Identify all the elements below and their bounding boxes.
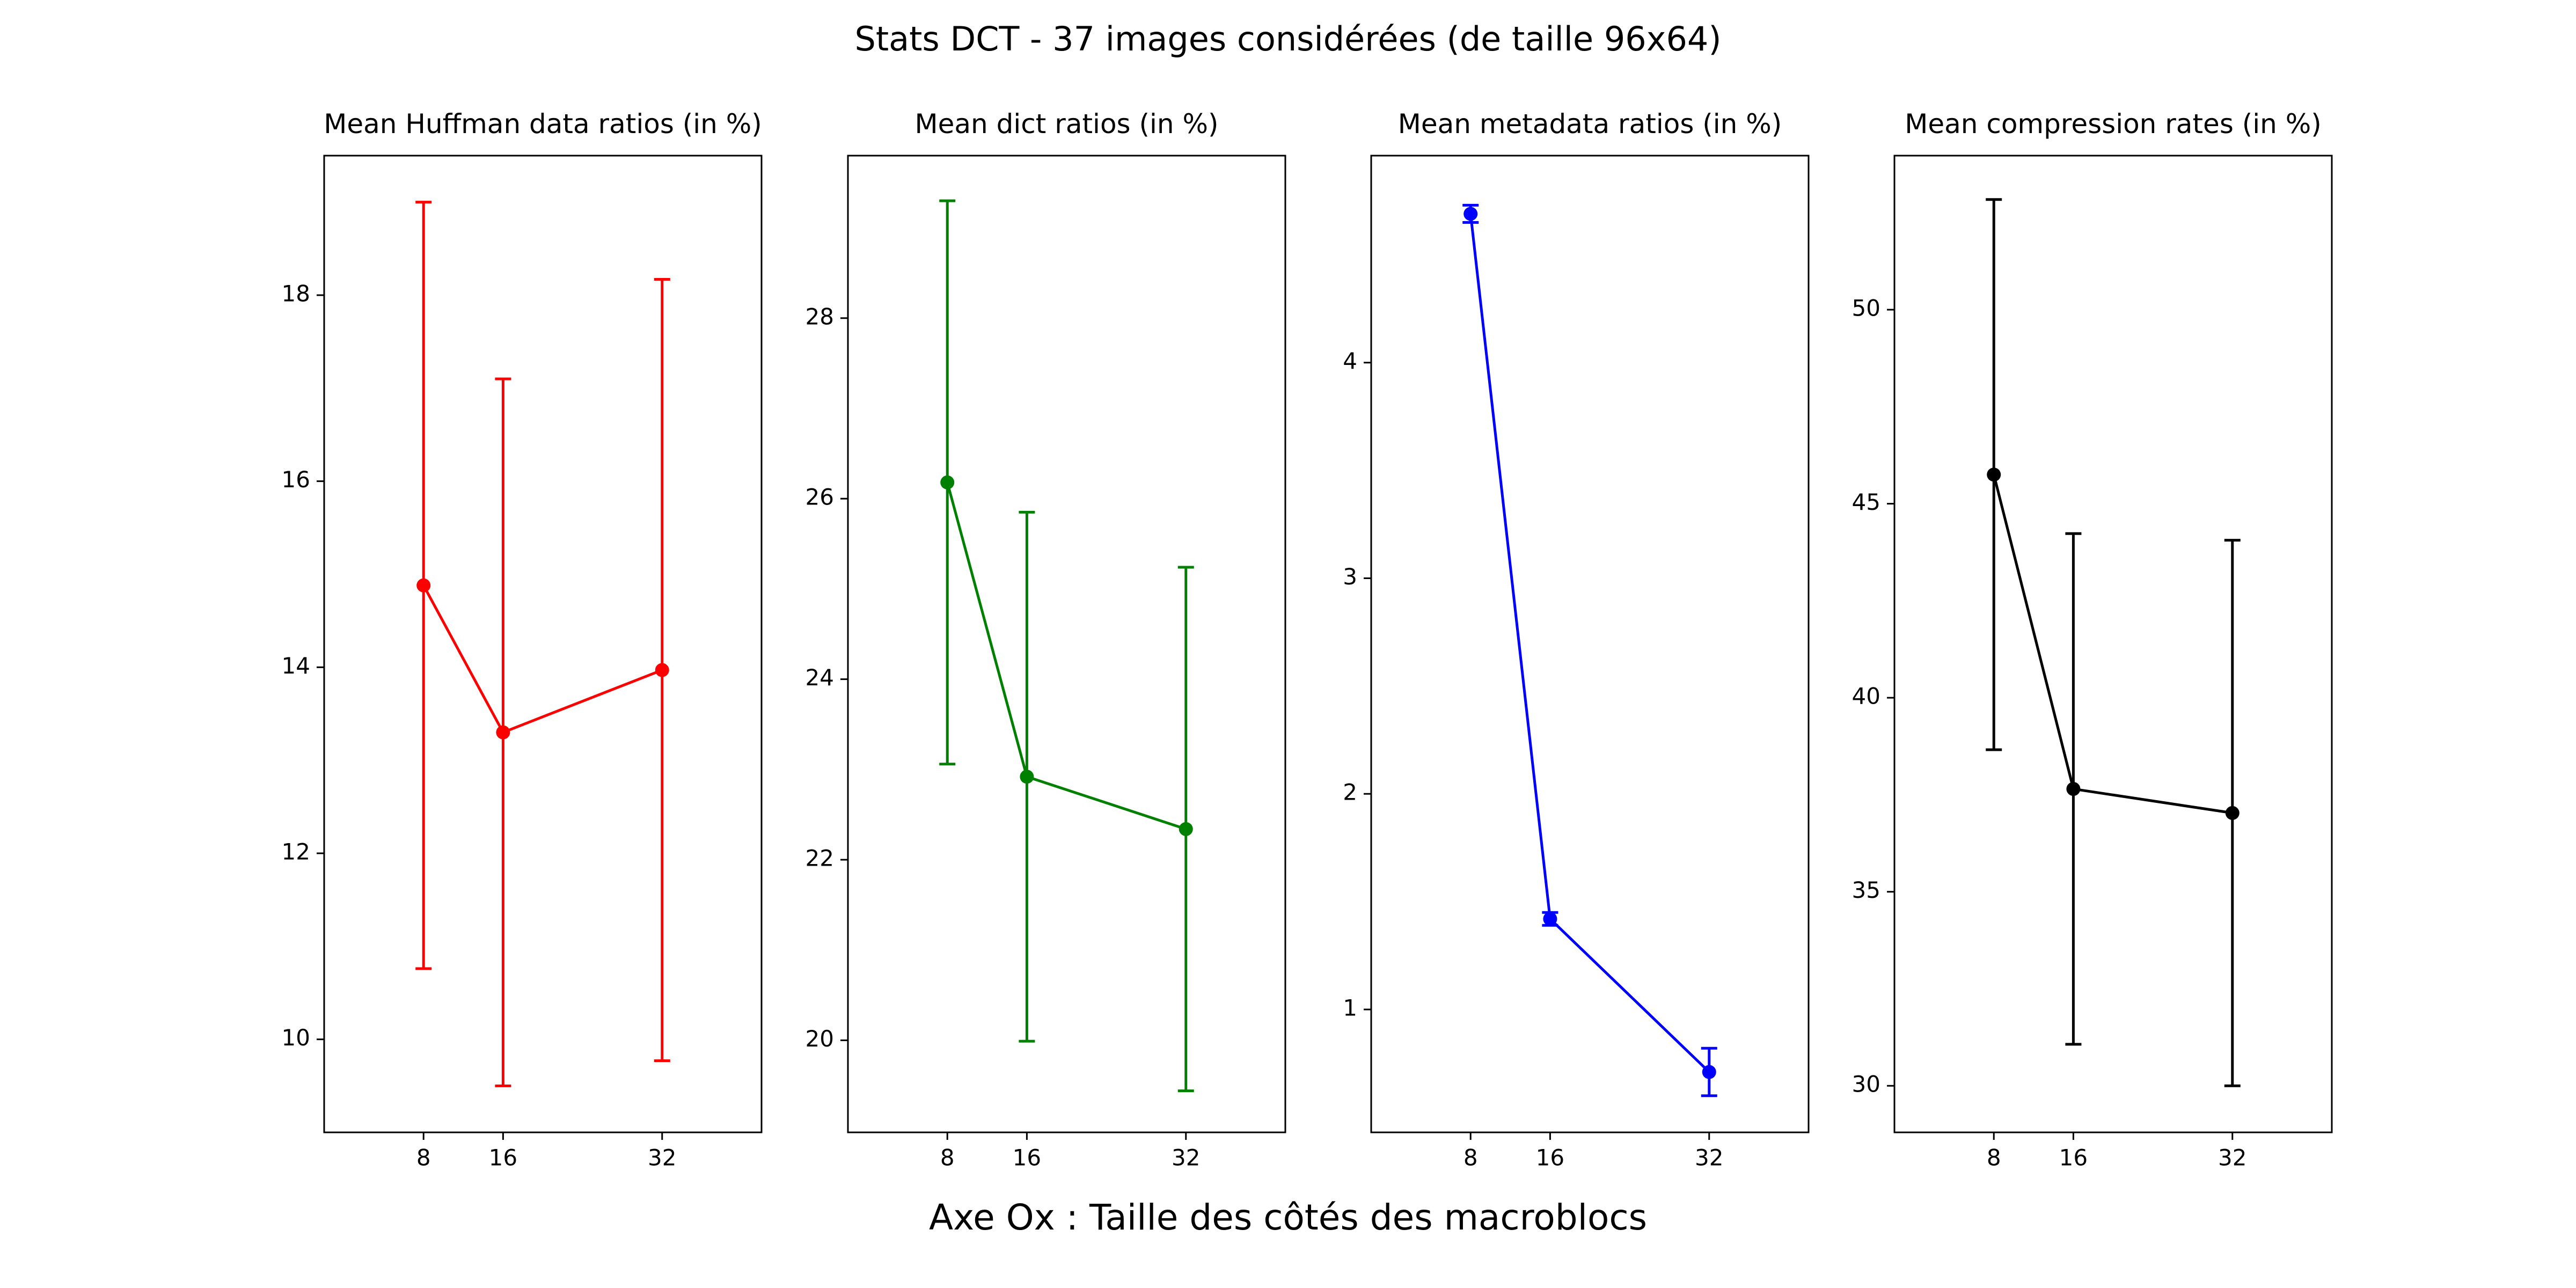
subplot-title: Mean compression rates (in %)	[1905, 108, 2322, 140]
y-tick-label: 16	[282, 466, 310, 493]
subplot-2: Mean dict ratios (in %) 20 22 24 26 28 8 16 32	[806, 108, 1286, 1171]
y-tick-label: 2	[1343, 779, 1357, 806]
y-tick-label: 28	[806, 303, 834, 330]
axes-frame	[1893, 155, 2333, 1133]
x-tick-label: 16	[1013, 1145, 1041, 1171]
x-tick-label: 16	[2059, 1145, 2088, 1171]
axes-frame	[323, 155, 763, 1133]
subplot-1: Mean Huffman data ratios (in %) 10 12 14 16 1…	[282, 108, 763, 1171]
x-tick-label: 32	[648, 1145, 676, 1171]
subplot-title: Mean metadata ratios (in %)	[1398, 108, 1782, 140]
x-tick-label: 8	[940, 1145, 955, 1171]
data-point	[1543, 912, 1557, 926]
y-tick-label: 1	[1343, 994, 1357, 1021]
y-tick-label: 40	[1852, 683, 1880, 709]
y-tick-label: 20	[806, 1026, 834, 1052]
subplot-title: Mean Huffman data ratios (in %)	[324, 108, 762, 140]
y-tick-label: 12	[282, 839, 310, 865]
y-tick-label: 30	[1852, 1071, 1880, 1097]
data-point	[940, 475, 955, 489]
data-point	[655, 663, 669, 677]
subplot-title: Mean dict ratios (in %)	[915, 108, 1219, 140]
figure-suptitle: Stats DCT - 37 images considérées (de ta…	[854, 19, 1721, 58]
data-point	[416, 578, 431, 592]
y-tick-label: 45	[1852, 489, 1880, 515]
data-point	[496, 725, 510, 740]
y-tick-label: 14	[282, 653, 310, 679]
y-tick-label: 24	[806, 664, 834, 691]
x-tick-label: 8	[416, 1145, 431, 1171]
subplot-3: Mean metadata ratios (in %) 1 2 3 4 8 16 32	[1343, 108, 1810, 1171]
y-tick-label: 10	[282, 1024, 310, 1051]
x-tick-label: 32	[2218, 1145, 2246, 1171]
y-tick-label: 3	[1343, 564, 1357, 590]
y-tick-label: 26	[806, 484, 834, 510]
x-tick-label: 8	[1987, 1145, 2001, 1171]
y-tick-label: 35	[1852, 877, 1880, 903]
x-tick-label: 16	[489, 1145, 517, 1171]
y-tick-label: 4	[1343, 348, 1357, 374]
y-tick-label: 50	[1852, 295, 1880, 321]
data-point	[1020, 770, 1034, 784]
y-tick-label: 18	[282, 281, 310, 307]
x-tick-label: 32	[1695, 1145, 1723, 1171]
y-tick-label: 22	[806, 845, 834, 872]
data-point	[1463, 207, 1478, 221]
subplot-4: Mean compression rates (in %) 30 35 40 45 50 8…	[1852, 108, 2333, 1171]
data-point	[1987, 467, 2001, 482]
data-point	[1702, 1065, 1716, 1079]
axes-frame	[847, 155, 1286, 1133]
data-point	[1179, 822, 1193, 836]
data-point	[2066, 782, 2081, 796]
figure-xlabel: Axe Ox : Taille des côtés des macroblocs	[929, 1197, 1647, 1238]
axes-frame	[1370, 155, 1810, 1133]
x-tick-label: 8	[1463, 1145, 1478, 1171]
subplot-panels: Mean Huffman data ratios (in %)101214161…	[282, 108, 2333, 1171]
x-tick-label: 32	[1172, 1145, 1200, 1171]
x-tick-label: 16	[1536, 1145, 1564, 1171]
data-point	[2225, 806, 2240, 820]
